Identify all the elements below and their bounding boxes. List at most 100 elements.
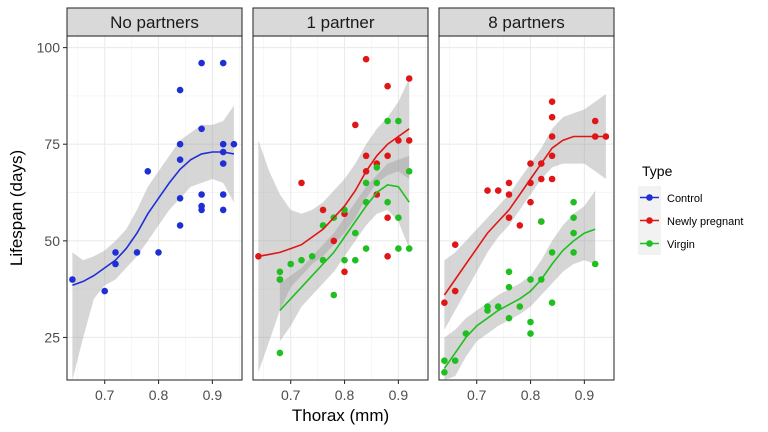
data-point <box>405 168 413 175</box>
data-point <box>384 252 391 260</box>
data-point <box>330 237 338 245</box>
data-point <box>219 206 227 214</box>
data-point <box>287 260 295 268</box>
facet-strip-label: 8 partners <box>488 13 565 32</box>
data-point <box>384 117 391 125</box>
data-point <box>570 214 577 221</box>
x-tick-label: 0.8 <box>149 387 169 403</box>
data-point <box>527 318 534 326</box>
data-point <box>219 160 227 167</box>
confidence-band <box>72 105 234 380</box>
data-point <box>516 303 524 310</box>
legend-label: Virgin <box>667 239 695 251</box>
facet-strip <box>438 7 615 37</box>
data-point <box>101 287 108 295</box>
data-point <box>176 140 184 148</box>
confidence-band <box>444 190 596 380</box>
data-point <box>352 121 359 129</box>
data-point <box>548 98 556 105</box>
smooth-line <box>443 135 606 296</box>
data-point <box>276 276 284 283</box>
data-point <box>352 256 359 264</box>
data-point <box>505 268 513 276</box>
data-point <box>591 117 599 125</box>
data-point <box>405 245 413 252</box>
data-point <box>441 299 448 307</box>
data-point <box>155 249 162 256</box>
data-point <box>298 179 305 187</box>
data-point <box>451 287 459 295</box>
data-point <box>548 113 556 121</box>
data-point <box>451 241 459 248</box>
data-point <box>570 229 577 237</box>
data-point <box>352 229 359 237</box>
y-tick-label: 100 <box>37 40 61 56</box>
data-point <box>548 175 556 183</box>
data-point <box>384 82 391 90</box>
data-point <box>219 140 227 148</box>
data-point <box>570 249 577 256</box>
data-point <box>176 86 184 94</box>
data-point <box>548 249 556 256</box>
y-axis-title: Lifespan (days) <box>7 150 26 266</box>
data-point <box>230 140 238 148</box>
confidence-band <box>258 78 410 373</box>
confidence-band <box>279 155 410 342</box>
data-point <box>362 152 370 160</box>
data-point <box>341 268 348 276</box>
x-axis-title: Thorax (mm) <box>292 406 389 425</box>
data-point <box>591 260 599 268</box>
data-point <box>505 283 513 291</box>
data-point <box>330 291 338 299</box>
data-point <box>176 222 184 229</box>
facet-strip <box>252 7 429 37</box>
data-point <box>484 187 491 194</box>
data-point <box>308 252 316 260</box>
data-point <box>395 245 402 252</box>
data-point <box>176 156 184 163</box>
data-point <box>69 276 76 283</box>
data-point <box>494 303 502 310</box>
x-tick-label: 0.7 <box>467 387 487 403</box>
data-point <box>527 160 534 167</box>
data-point <box>276 268 284 276</box>
data-point <box>405 137 413 144</box>
data-point <box>298 256 305 264</box>
x-tick-label: 0.7 <box>95 387 115 403</box>
x-tick-label: 0.8 <box>521 387 541 403</box>
data-point <box>395 214 402 221</box>
data-point <box>384 198 391 206</box>
data-point <box>362 55 370 63</box>
y-tick-label: 75 <box>44 136 60 152</box>
legend-label: Control <box>667 193 702 205</box>
facet-strip-label: 1 partner <box>306 13 374 32</box>
data-point <box>341 256 348 264</box>
x-tick-label: 0.9 <box>575 387 595 403</box>
data-point <box>144 168 152 175</box>
data-point <box>373 191 381 198</box>
data-point <box>198 206 205 214</box>
data-point <box>384 214 391 221</box>
data-point <box>538 175 545 183</box>
x-tick-label: 0.7 <box>281 387 301 403</box>
legend-label: Newly pregnant <box>667 216 743 228</box>
data-point <box>198 191 205 198</box>
smooth-line <box>72 151 235 287</box>
data-point <box>112 249 119 256</box>
confidence-band <box>444 94 606 330</box>
x-tick-label: 0.9 <box>203 387 223 403</box>
legend-key-point <box>646 194 653 201</box>
data-point <box>505 214 513 221</box>
facet-strip <box>66 7 243 37</box>
data-point <box>133 249 141 256</box>
smooth-line <box>279 183 410 311</box>
data-point <box>505 179 513 187</box>
data-point <box>505 314 513 322</box>
data-point <box>527 276 534 283</box>
data-point <box>548 133 556 140</box>
data-point <box>176 195 184 202</box>
data-point <box>505 191 513 198</box>
facet-strip-label: No partners <box>110 13 199 32</box>
